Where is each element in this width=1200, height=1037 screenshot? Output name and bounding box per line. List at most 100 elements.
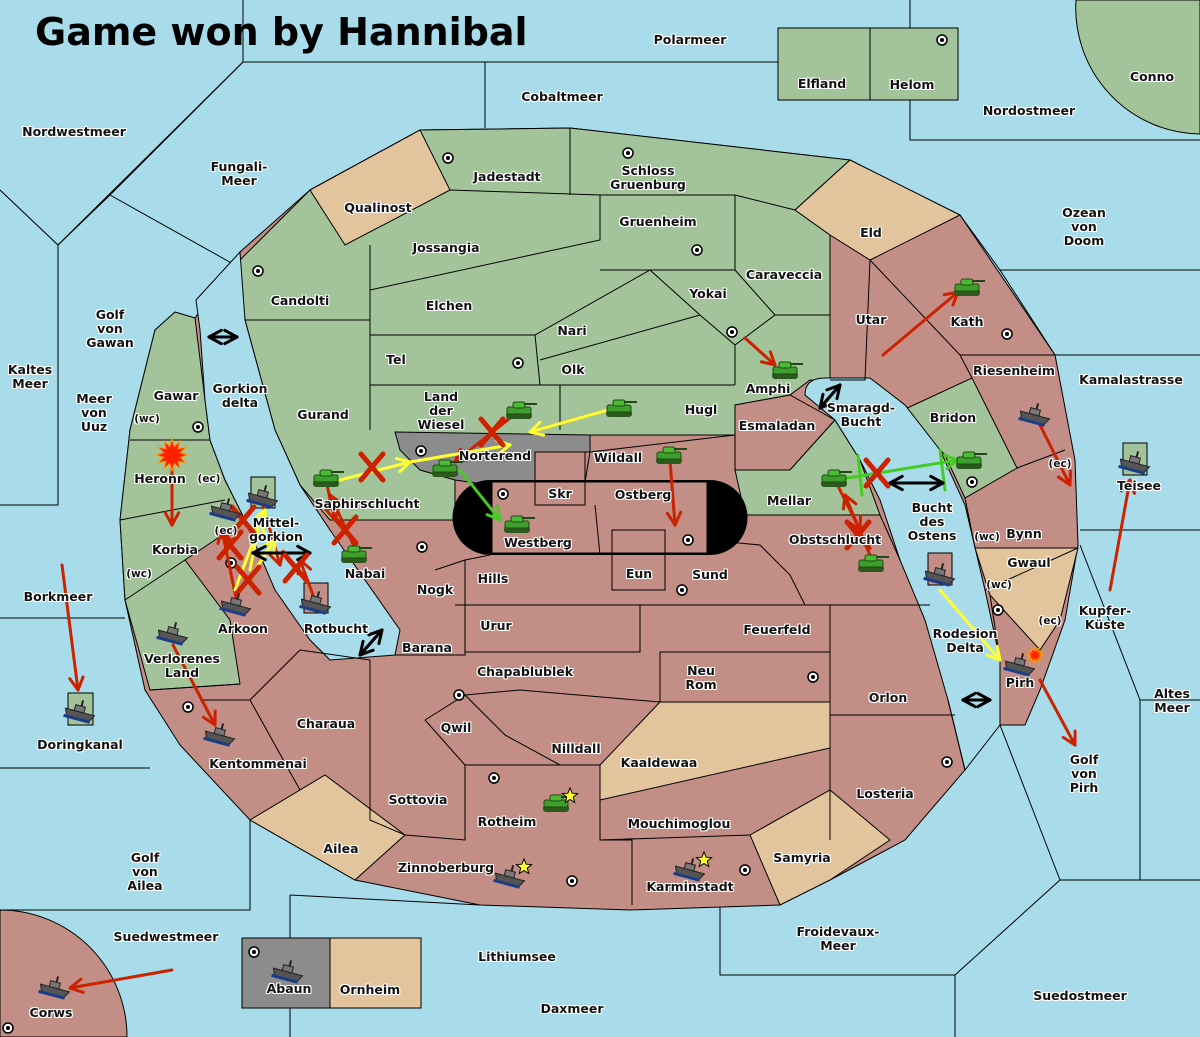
province-label[interactable]: Caraveccia [745, 267, 823, 282]
province-label[interactable]: Pirh [1005, 675, 1035, 690]
province-label[interactable]: Golf von Ailea [127, 850, 163, 893]
province-label[interactable]: Ailea [323, 841, 359, 856]
province-label[interactable]: Qualinost [344, 200, 412, 215]
tank-icon[interactable] [772, 361, 803, 379]
province-label[interactable]: Rodesion Delta [932, 626, 998, 655]
province-label[interactable]: Nordwestmeer [22, 124, 126, 139]
province-label[interactable]: Doringkanal [37, 737, 123, 752]
ship-icon[interactable] [246, 482, 280, 510]
province-label[interactable]: Jossangia [412, 240, 480, 255]
province-label[interactable]: Arkoon [218, 621, 268, 636]
province-label[interactable]: Saphirschlucht [314, 496, 420, 511]
province-label[interactable]: Olk [561, 362, 585, 377]
province-label[interactable]: Schloss Gruenburg [610, 163, 686, 192]
province-label[interactable]: Feuerfeld [743, 622, 811, 637]
province-label[interactable]: Nari [557, 323, 587, 338]
province-label[interactable]: Ostberg [614, 487, 672, 502]
province-label[interactable]: Froidevaux-Meer [796, 924, 880, 953]
province-label[interactable]: Lithiumsee [478, 949, 556, 964]
ship-icon[interactable] [1003, 650, 1037, 678]
ship-icon[interactable] [923, 560, 957, 588]
province-label[interactable]: Samyria [773, 850, 831, 865]
ship-icon[interactable] [38, 973, 72, 1001]
province-label[interactable]: Wildall [593, 450, 643, 465]
province-eld[interactable] [794, 159, 962, 261]
province-label[interactable]: Chapablublek [476, 664, 574, 679]
province-label[interactable]: Yokai [689, 286, 727, 301]
province-label[interactable]: Mittel- gorkion [249, 515, 303, 544]
province-label[interactable]: Mellar [766, 493, 812, 508]
province-label[interactable]: Barana [402, 640, 452, 655]
ship-icon[interactable] [209, 495, 243, 523]
province-samyria[interactable] [749, 789, 891, 906]
province-label[interactable]: Norterend [458, 448, 532, 463]
province-label[interactable]: Mouchimoglou [627, 816, 731, 831]
province-label[interactable]: Amphi [745, 381, 791, 396]
tank-icon[interactable] [504, 515, 535, 533]
province-label[interactable]: Heronn [134, 471, 186, 486]
province-label[interactable]: Bynn [1006, 526, 1042, 541]
province-label[interactable]: Helom [889, 77, 935, 92]
province-label[interactable]: Nogk [416, 582, 454, 597]
province-label[interactable]: Cobaltmeer [521, 89, 603, 104]
province-label[interactable]: Gurand [297, 407, 349, 422]
tank-icon[interactable] [506, 401, 537, 419]
province-label[interactable]: Hills [477, 571, 509, 586]
province-label[interactable]: Conno [1129, 69, 1175, 84]
province-label[interactable]: Hugl [684, 402, 718, 417]
province-label[interactable]: Westberg [504, 535, 572, 550]
province-label[interactable]: Abaun [266, 981, 312, 996]
ship-icon[interactable] [203, 720, 237, 748]
province-label[interactable]: Kupfer- Küste [1078, 603, 1132, 632]
province-label[interactable]: Kamalastrasse [1079, 372, 1183, 387]
province-label[interactable]: Gruenheim [619, 214, 697, 229]
province-label[interactable]: Daxmeer [540, 1001, 604, 1016]
province-label[interactable]: Suedostmeer [1033, 988, 1127, 1003]
ship-icon[interactable] [271, 957, 305, 985]
tank-icon[interactable] [858, 554, 889, 572]
ship-icon[interactable] [299, 588, 333, 616]
province-label[interactable]: Meer von Uuz [76, 391, 112, 434]
province-label[interactable]: Obstschlucht [788, 532, 882, 547]
province-label[interactable]: Altes Meer [1154, 686, 1190, 715]
province-label[interactable]: Charaua [296, 716, 356, 731]
ship-icon[interactable] [219, 590, 253, 618]
tank-icon[interactable] [543, 794, 574, 812]
province-label[interactable]: Korbia [152, 542, 198, 557]
province-label[interactable]: Eun [625, 566, 653, 581]
province-label[interactable]: Verlorenes Land [144, 651, 220, 680]
province-label[interactable]: Rotbucht [303, 621, 369, 636]
province-label[interactable]: Gorkion delta [212, 381, 268, 410]
province-label[interactable]: Polarmeer [653, 32, 727, 47]
province-label[interactable]: Golf von Gawan [86, 307, 134, 350]
province-label[interactable]: Suedwestmeer [113, 929, 219, 944]
province-label[interactable]: Smaragd- Bucht [826, 400, 896, 429]
province-label[interactable]: Nabai [344, 566, 386, 581]
province-label[interactable]: Borkmeer [23, 589, 93, 604]
province-label[interactable]: Urur [480, 618, 512, 633]
province-label[interactable]: Bucht des Ostens [907, 500, 957, 543]
province-label[interactable]: Losteria [856, 786, 914, 801]
province-label[interactable]: Utar [855, 312, 887, 327]
province-label[interactable]: Rotheim [477, 814, 537, 829]
province-label[interactable]: Corws [29, 1005, 73, 1020]
province-label[interactable]: Esmaladan [738, 418, 816, 433]
province-label[interactable]: Ornheim [339, 982, 401, 997]
province-label[interactable]: Gawar [153, 388, 199, 403]
province-label[interactable]: Sottovia [388, 792, 448, 807]
province-label[interactable]: Kath [950, 314, 984, 329]
province-label[interactable]: Gwaul [1007, 555, 1051, 570]
ship-icon[interactable] [493, 862, 527, 890]
province-label[interactable]: Candolti [270, 293, 330, 308]
province-label[interactable]: Kaltes Meer [7, 362, 53, 391]
province-label[interactable]: Tel [386, 352, 406, 367]
province-label[interactable]: Kaaldewaa [620, 755, 698, 770]
province-label[interactable]: Qwil [440, 720, 472, 735]
tank-icon[interactable] [432, 459, 463, 477]
ship-icon[interactable] [673, 855, 707, 883]
province-label[interactable]: Riesenheim [973, 363, 1055, 378]
tank-icon[interactable] [656, 446, 687, 464]
province-label[interactable]: Fungali-Meer [210, 159, 268, 188]
province-label[interactable]: Elfland [797, 76, 847, 91]
